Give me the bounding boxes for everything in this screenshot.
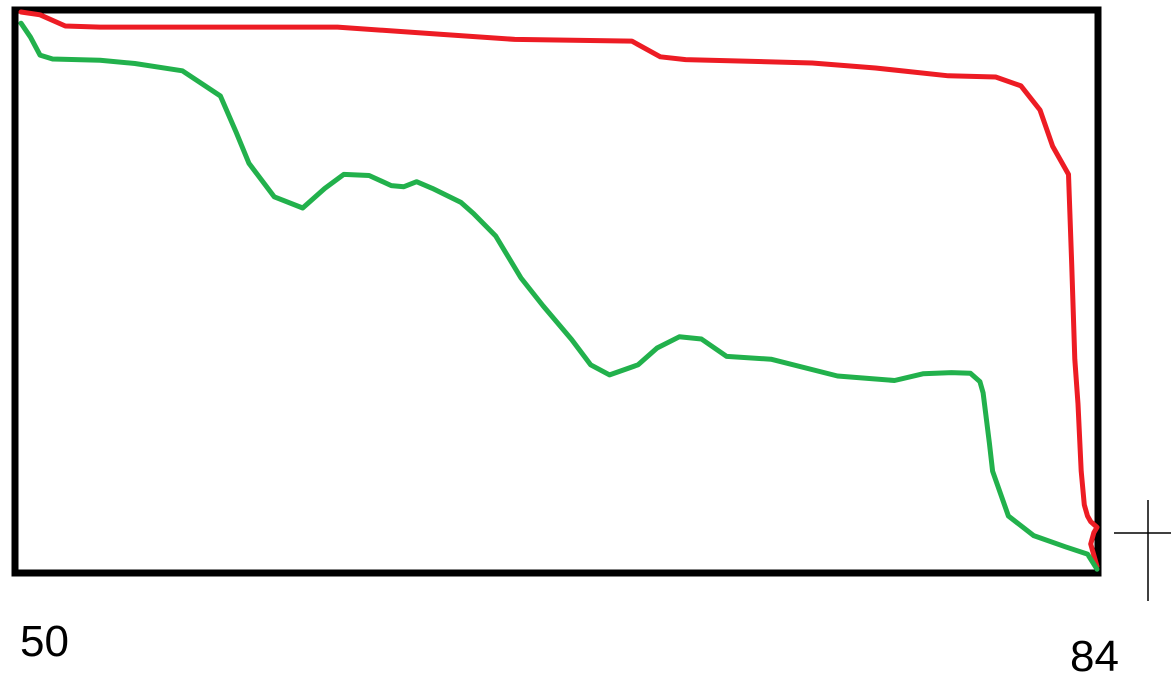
x-tick-label-end: 84 xyxy=(1070,632,1119,673)
series-layer xyxy=(18,9,1100,572)
series-line-2 xyxy=(18,20,1100,572)
crosshair-icon xyxy=(1114,500,1171,601)
plot-frame xyxy=(11,6,1102,577)
x-tick-label-start: 50 xyxy=(20,617,69,666)
series-line-1 xyxy=(18,9,1100,569)
